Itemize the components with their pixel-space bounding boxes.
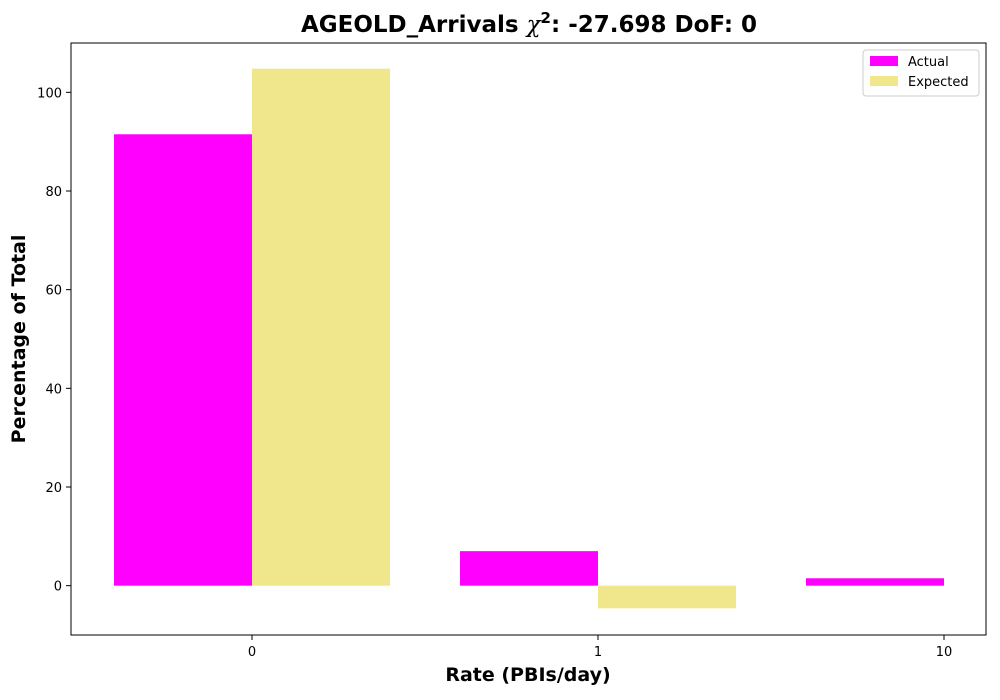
y-axis: 0 20 40 60 80 100 xyxy=(37,86,71,595)
legend-label-expected: Expected xyxy=(908,75,969,90)
bar-expected-0 xyxy=(252,68,390,586)
y-tick-label-40: 40 xyxy=(45,382,62,397)
x-axis: 0 1 10 xyxy=(248,635,952,660)
y-tick-label-0: 0 xyxy=(54,580,62,595)
legend-label-actual: Actual xyxy=(908,55,949,70)
x-tick-label-10: 10 xyxy=(936,645,953,660)
title-prefix: AGEOLD_Arrivals xyxy=(301,12,519,38)
legend: Actual Expected xyxy=(862,49,980,97)
title-suffix: : -27.698 DoF: 0 xyxy=(551,12,757,38)
x-tick-label-0: 0 xyxy=(248,645,256,660)
y-axis-label: Percentage of Total xyxy=(8,235,30,444)
bars-group xyxy=(114,68,944,609)
plot-frame xyxy=(70,42,987,636)
y-tick-label-100: 100 xyxy=(37,86,62,101)
bar-expected-1 xyxy=(598,585,736,609)
bar-actual-10 xyxy=(806,578,944,586)
title-sup: 2 xyxy=(541,9,551,27)
title-chi: χ xyxy=(525,12,543,38)
bar-actual-1 xyxy=(460,551,598,586)
legend-swatch-actual xyxy=(870,56,898,66)
x-axis-label: Rate (PBIs/day) xyxy=(445,664,610,686)
bar-actual-0 xyxy=(114,134,252,586)
y-tick-label-80: 80 xyxy=(45,185,62,200)
chart-title: AGEOLD_Arrivals χ2: -27.698 DoF: 0 xyxy=(301,9,757,38)
y-tick-label-20: 20 xyxy=(45,481,62,496)
y-tick-label-60: 60 xyxy=(45,284,62,299)
legend-swatch-expected xyxy=(870,76,898,86)
x-tick-label-1: 1 xyxy=(594,645,602,660)
